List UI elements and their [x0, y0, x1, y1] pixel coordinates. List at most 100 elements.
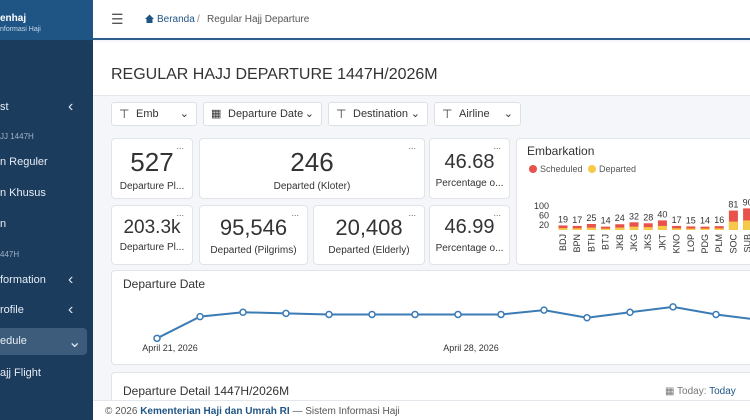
- bar: [743, 208, 750, 230]
- x-tick-label: April 28, 2026: [443, 343, 499, 353]
- x-tick-label: PLM: [714, 234, 724, 253]
- bar: [643, 223, 653, 230]
- x-tick-label: SUB: [743, 234, 750, 253]
- bar: [714, 228, 724, 230]
- point: [583, 313, 591, 322]
- data-label: 81: [728, 200, 738, 210]
- x-tick-label: PDG: [700, 234, 710, 254]
- nav-item[interactable]: n Reguler: [0, 156, 48, 168]
- topbar: ☰ Beranda / Regular Hajj Departure: [93, 0, 750, 40]
- nav-item: JJ 1447H: [0, 132, 34, 141]
- x-tick-label: BPN: [572, 234, 582, 253]
- point: [368, 310, 376, 319]
- data-label: 15: [686, 215, 696, 225]
- stat-card: ... 20,408 Departed (Elderly): [313, 205, 425, 265]
- stat-label: Percentage o...: [435, 243, 504, 254]
- stat-label: Percentage o...: [435, 178, 504, 189]
- filter[interactable]: ⊤ Destination ⌄: [328, 102, 428, 126]
- stat-value: 203.3k: [123, 217, 181, 238]
- data-label: 40: [657, 209, 667, 219]
- nav-item[interactable]: st: [0, 101, 9, 113]
- nav-item[interactable]: n Khusus: [0, 187, 46, 199]
- filter[interactable]: ⊤ Airline ⌄: [434, 102, 521, 126]
- stat-value: 246: [290, 147, 334, 177]
- filter-label: Departure Date: [228, 108, 304, 120]
- footer: © 2026 Kementerian Haji dan Umrah RI — S…: [93, 400, 750, 420]
- legend-swatch: [529, 165, 537, 173]
- nav-item[interactable]: formation: [0, 274, 46, 286]
- x-tick-label: LOP: [686, 234, 696, 252]
- data-label: 17: [672, 215, 682, 225]
- nav-item[interactable]: n: [0, 218, 7, 230]
- bar: [657, 225, 667, 230]
- nav-item: 447H: [0, 250, 20, 259]
- stat-card: ... 527 Departure Pl...: [111, 138, 193, 199]
- bar: [629, 226, 639, 230]
- org: Kementerian Haji dan Umrah RI: [140, 406, 290, 417]
- stat-card: ... 46.99 Percentage o...: [429, 205, 510, 265]
- filter[interactable]: ⊤ Emb ⌄: [111, 102, 197, 126]
- x-tick-label: JKG: [629, 234, 639, 252]
- bar: [714, 226, 724, 230]
- stat-card: ... 95,546 Departed (Pilgrims): [199, 205, 308, 265]
- bar: [601, 228, 611, 230]
- date-label: Today:: [677, 386, 707, 397]
- x-tick-label: KNO: [672, 234, 682, 254]
- stat-value: 95,546: [219, 215, 288, 240]
- bar: [629, 222, 639, 230]
- chevron: ⌄: [68, 334, 82, 351]
- brand-name: enhaj: [0, 13, 27, 24]
- stat-value: 20,408: [335, 215, 403, 240]
- filter[interactable]: ▦ Departure Date ⌄: [203, 102, 322, 126]
- nav-item[interactable]: edule: [0, 335, 27, 347]
- point: [411, 310, 419, 319]
- x-tick-label: JKS: [643, 234, 653, 251]
- chevron: ‹: [68, 98, 74, 115]
- point: [239, 308, 247, 317]
- point: [196, 312, 204, 321]
- bar: [572, 228, 582, 230]
- chart-title: Embarkation: [527, 144, 594, 158]
- chart-card: [111, 270, 750, 365]
- page-header: REGULAR HAJJ DEPARTURE 1447H/2026M: [93, 42, 750, 96]
- menu-toggle[interactable]: ☰: [111, 11, 124, 27]
- filter-label: Destination: [353, 108, 409, 120]
- nav-item[interactable]: rofile: [0, 304, 24, 316]
- departure-date-chart: Departure Date April 21, 2026 April 28, 20…: [123, 277, 750, 353]
- data-label: 19: [558, 214, 568, 224]
- point: [669, 303, 677, 311]
- stat-card: ... 46.68 Percentage o...: [429, 138, 510, 199]
- point: [712, 310, 720, 319]
- breadcrumb-sep: /: [197, 14, 200, 25]
- point: [497, 310, 505, 319]
- brand: enhaj nformasi Haji: [0, 0, 93, 40]
- data-label: 90: [743, 197, 750, 207]
- stat-value: 46.99: [444, 216, 495, 238]
- bar: [615, 227, 625, 230]
- nav-item[interactable]: ajj Flight: [0, 367, 41, 379]
- bar: [686, 226, 696, 230]
- detail-title: Departure Detail 1447H/2026M: [123, 384, 290, 398]
- bar: [643, 227, 653, 230]
- legend-swatch: [588, 165, 596, 173]
- point: [540, 306, 548, 314]
- data-label: 24: [615, 213, 625, 223]
- breadcrumb-current: Regular Hajj Departure: [207, 14, 310, 25]
- y-tick-label: 60: [539, 211, 549, 221]
- point: [282, 309, 290, 318]
- stat-card: ... 203.3k Departure Pl...: [111, 205, 193, 265]
- stat-label: Departure Pl...: [119, 181, 185, 192]
- date-picker[interactable]: ▦ Today: Today: [665, 386, 736, 397]
- bar: [700, 226, 710, 230]
- breadcrumb-home[interactable]: Beranda: [157, 14, 195, 25]
- date-value: Today: [709, 386, 736, 397]
- bar: [615, 224, 625, 230]
- x-tick-label: BTJ: [601, 234, 611, 250]
- x-tick-label: JKB: [615, 234, 625, 251]
- bar: [558, 225, 568, 230]
- chart-title: Departure Date: [123, 277, 205, 291]
- brand-subtitle: nformasi Haji: [0, 26, 41, 33]
- copyright: © 2026: [105, 406, 138, 417]
- x-tick-label: BTH: [586, 234, 596, 252]
